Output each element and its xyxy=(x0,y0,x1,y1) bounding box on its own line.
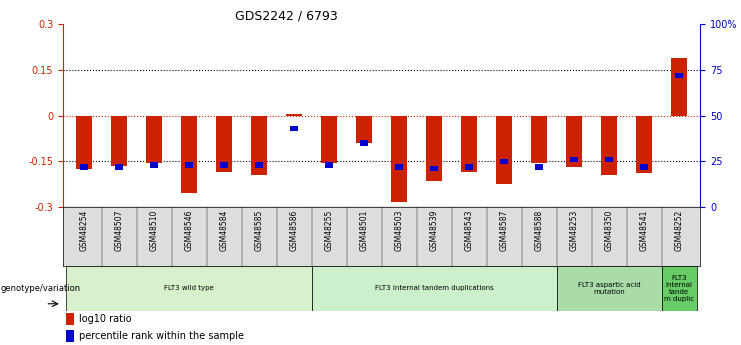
Bar xyxy=(605,157,613,162)
Bar xyxy=(181,116,197,193)
Text: GSM48350: GSM48350 xyxy=(605,210,614,252)
Text: GSM48546: GSM48546 xyxy=(185,210,193,252)
Bar xyxy=(671,58,687,116)
Text: GSM48252: GSM48252 xyxy=(675,210,684,251)
Bar xyxy=(286,114,302,116)
Bar xyxy=(150,162,158,168)
Bar xyxy=(66,313,74,325)
Title: GDS2242 / 6793: GDS2242 / 6793 xyxy=(235,10,337,23)
Bar xyxy=(571,157,578,162)
Text: GSM48503: GSM48503 xyxy=(395,210,404,252)
Bar xyxy=(426,116,442,181)
Text: percentile rank within the sample: percentile rank within the sample xyxy=(79,332,244,341)
Bar xyxy=(496,116,512,184)
Bar xyxy=(637,116,652,174)
Text: FLT3 internal tandem duplications: FLT3 internal tandem duplications xyxy=(375,285,494,291)
Bar xyxy=(111,116,127,166)
Text: GSM48255: GSM48255 xyxy=(325,210,333,251)
Bar xyxy=(531,116,547,163)
Bar xyxy=(566,116,582,167)
Text: GSM48541: GSM48541 xyxy=(639,210,648,251)
Bar xyxy=(325,162,333,168)
Text: GSM48253: GSM48253 xyxy=(570,210,579,251)
Bar xyxy=(66,330,74,342)
Text: GSM48543: GSM48543 xyxy=(465,210,473,252)
Text: GSM48586: GSM48586 xyxy=(290,210,299,251)
Text: FLT3
internal
tande
m duplic: FLT3 internal tande m duplic xyxy=(664,275,694,302)
Text: GSM48254: GSM48254 xyxy=(79,210,88,251)
Text: genotype/variation: genotype/variation xyxy=(1,284,81,293)
Bar xyxy=(356,116,372,143)
Bar xyxy=(391,116,407,203)
Bar xyxy=(80,164,88,169)
Bar xyxy=(311,266,556,311)
Text: GSM48588: GSM48588 xyxy=(535,210,544,251)
Bar xyxy=(220,162,228,168)
Bar xyxy=(431,166,438,171)
Text: FLT3 wild type: FLT3 wild type xyxy=(165,285,214,291)
Bar xyxy=(115,164,123,169)
Bar xyxy=(500,159,508,164)
Bar xyxy=(640,164,648,169)
Text: log10 ratio: log10 ratio xyxy=(79,314,132,324)
Bar xyxy=(290,126,298,131)
Bar xyxy=(535,164,543,169)
Bar xyxy=(216,116,232,172)
Bar xyxy=(395,164,403,169)
Text: GSM48510: GSM48510 xyxy=(150,210,159,251)
Bar xyxy=(360,140,368,146)
Text: GSM48584: GSM48584 xyxy=(219,210,228,251)
Bar xyxy=(185,162,193,168)
Bar xyxy=(251,116,267,175)
Text: FLT3 aspartic acid
mutation: FLT3 aspartic acid mutation xyxy=(578,282,640,295)
Bar xyxy=(255,162,263,168)
Bar xyxy=(461,116,477,172)
Text: GSM48585: GSM48585 xyxy=(255,210,264,251)
Bar xyxy=(556,266,662,311)
Bar xyxy=(67,266,311,311)
Bar xyxy=(321,116,337,163)
Bar xyxy=(146,116,162,163)
Text: GSM48507: GSM48507 xyxy=(115,210,124,252)
Bar xyxy=(662,266,697,311)
Bar xyxy=(602,116,617,175)
Bar xyxy=(675,72,683,78)
Text: GSM48501: GSM48501 xyxy=(359,210,368,251)
Bar xyxy=(465,164,473,169)
Bar xyxy=(76,116,92,169)
Text: GSM48539: GSM48539 xyxy=(430,210,439,252)
Text: GSM48587: GSM48587 xyxy=(499,210,508,251)
